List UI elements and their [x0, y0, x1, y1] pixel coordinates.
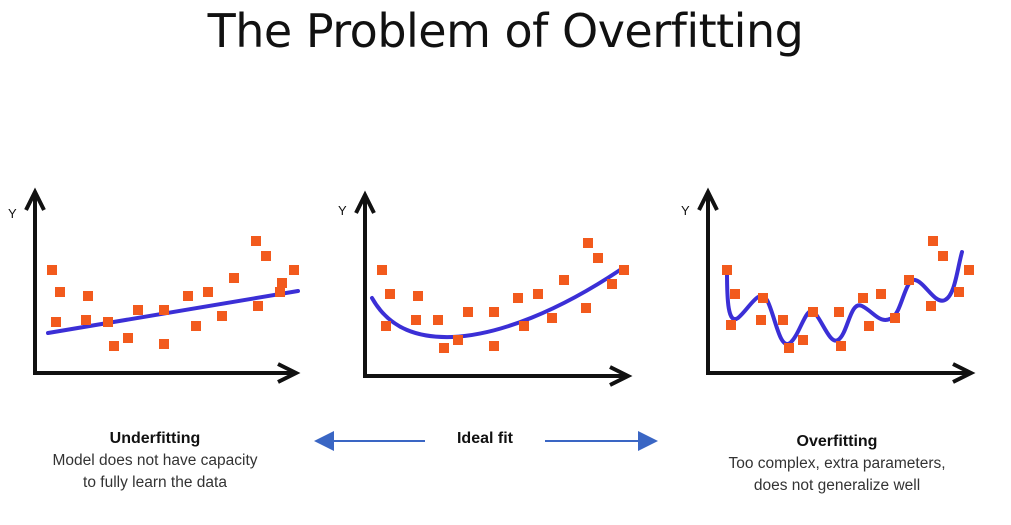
- data-point: [109, 341, 119, 351]
- data-point: [47, 265, 57, 275]
- data-points: [47, 236, 299, 351]
- y-axis-label: Y: [338, 203, 347, 218]
- data-point: [251, 236, 261, 246]
- data-point: [83, 291, 93, 301]
- data-point: [519, 321, 529, 331]
- data-point: [159, 339, 169, 349]
- data-point: [784, 343, 794, 353]
- data-point: [730, 289, 740, 299]
- overfitting-caption: Overfitting Too complex, extra parameter…: [712, 431, 962, 497]
- data-point: [55, 287, 65, 297]
- fit-curve: [725, 250, 964, 346]
- data-point: [928, 236, 938, 246]
- x-axis-arrowhead: [952, 362, 976, 384]
- ideal-fit-heading: Ideal fit: [456, 430, 513, 447]
- data-point: [159, 305, 169, 315]
- y-axis-label: Y: [8, 206, 17, 221]
- data-point: [513, 293, 523, 303]
- data-point: [385, 289, 395, 299]
- y-axis-arrowhead: [354, 190, 376, 214]
- x-axis-arrowhead: [277, 362, 301, 384]
- data-point: [439, 343, 449, 353]
- data-point: [203, 287, 213, 297]
- data-point: [381, 321, 391, 331]
- data-point: [413, 291, 423, 301]
- data-point: [798, 335, 808, 345]
- data-point: [229, 273, 239, 283]
- underfitting-description-line1: Model does not have capacity: [52, 452, 258, 469]
- data-point: [123, 333, 133, 343]
- data-point: [191, 321, 201, 331]
- data-point: [858, 293, 868, 303]
- overfitting-plot: Y: [681, 187, 976, 384]
- data-points: [377, 238, 629, 353]
- data-point: [864, 321, 874, 331]
- data-point: [926, 301, 936, 311]
- data-point: [964, 265, 974, 275]
- data-point: [51, 317, 61, 327]
- data-point: [876, 289, 886, 299]
- overfitting-description-line2: does not generalize well: [753, 477, 921, 494]
- underfitting-heading: Underfitting: [109, 430, 201, 447]
- x-axis-arrowhead: [609, 365, 633, 387]
- data-point: [758, 293, 768, 303]
- overfitting-heading: Overfitting: [796, 433, 878, 450]
- data-point: [808, 307, 818, 317]
- data-point: [559, 275, 569, 285]
- y-axis-label: Y: [681, 203, 690, 218]
- data-point: [489, 307, 499, 317]
- data-point: [607, 279, 617, 289]
- data-point: [81, 315, 91, 325]
- data-points: [722, 236, 974, 353]
- data-point: [778, 315, 788, 325]
- data-point: [453, 335, 463, 345]
- data-point: [593, 253, 603, 263]
- y-axis-arrowhead: [24, 187, 46, 211]
- page-title: The Problem of Overfitting: [207, 4, 804, 58]
- underfitting-caption: Underfitting Model does not have capacit…: [30, 428, 280, 494]
- data-point: [103, 317, 113, 327]
- data-point: [463, 307, 473, 317]
- fit-line: [46, 289, 300, 335]
- data-point: [217, 311, 227, 321]
- data-point: [836, 341, 846, 351]
- data-point: [433, 315, 443, 325]
- data-point: [756, 315, 766, 325]
- ideal-fit-plot: Y: [338, 190, 633, 387]
- data-point: [377, 265, 387, 275]
- data-point: [289, 265, 299, 275]
- data-point: [726, 320, 736, 330]
- data-point: [834, 307, 844, 317]
- underfitting-plot: Y: [8, 187, 301, 384]
- data-point: [938, 251, 948, 261]
- data-point: [904, 275, 914, 285]
- y-axis-arrowhead: [697, 187, 719, 211]
- data-point: [133, 305, 143, 315]
- data-point: [253, 301, 263, 311]
- data-point: [581, 303, 591, 313]
- data-point: [547, 313, 557, 323]
- data-point: [890, 313, 900, 323]
- data-point: [533, 289, 543, 299]
- data-point: [489, 341, 499, 351]
- data-point: [277, 278, 287, 288]
- data-point: [722, 265, 732, 275]
- data-point: [261, 251, 271, 261]
- data-point: [583, 238, 593, 248]
- underfitting-description-line2: to fully learn the data: [83, 474, 227, 491]
- data-point: [954, 287, 964, 297]
- data-point: [619, 265, 629, 275]
- overfitting-description-line1: Too complex, extra parameters,: [728, 455, 946, 472]
- data-point: [183, 291, 193, 301]
- data-point: [275, 287, 285, 297]
- data-point: [411, 315, 421, 325]
